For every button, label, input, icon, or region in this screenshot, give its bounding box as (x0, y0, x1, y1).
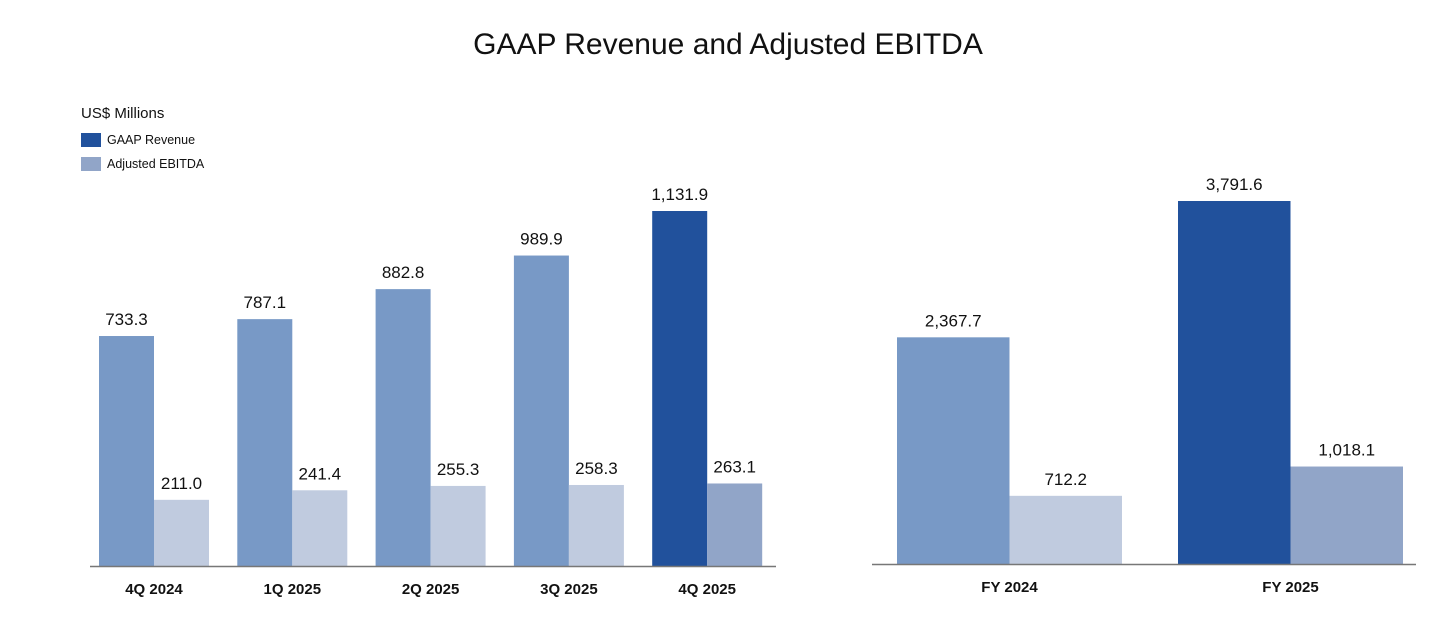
revenue-value-label: 1,131.9 (651, 185, 708, 204)
legend-swatch-revenue (81, 133, 101, 147)
revenue-bar (237, 319, 293, 566)
ebitda-value-label: 1,018.1 (1318, 441, 1375, 460)
legend-label-revenue: GAAP Revenue (107, 133, 196, 147)
category-label: 3Q 2025 (540, 581, 598, 598)
legend-item-revenue: GAAP Revenue (81, 133, 195, 147)
category-label: 4Q 2025 (678, 581, 736, 598)
ebitda-bar (430, 485, 486, 566)
revenue-value-label: 882.8 (382, 263, 425, 282)
ebitda-bar (1290, 466, 1403, 564)
revenue-value-label: 3,791.6 (1206, 175, 1263, 194)
category-label: 4Q 2024 (125, 581, 183, 598)
revenue-bar (652, 211, 708, 566)
ebitda-bar (1009, 495, 1122, 564)
category-label: FY 2025 (1262, 579, 1318, 596)
revenue-value-label: 989.9 (520, 230, 563, 249)
ebitda-value-label: 241.4 (299, 464, 342, 483)
ebitda-value-label: 211.0 (161, 474, 202, 493)
ebitda-bar (154, 499, 209, 566)
ebitda-bar (707, 483, 763, 566)
ebitda-bar (568, 484, 624, 566)
ebitda-value-label: 712.2 (1044, 470, 1087, 489)
revenue-bar (897, 337, 1010, 564)
legend-swatch-ebitda (81, 157, 101, 171)
ebitda-value-label: 258.3 (575, 459, 618, 478)
legend-item-ebitda: Adjusted EBITDA (81, 157, 204, 171)
legend-label-ebitda: Adjusted EBITDA (107, 157, 205, 171)
revenue-value-label: 2,367.7 (925, 311, 982, 330)
chart-title: GAAP Revenue and Adjusted EBITDA (473, 28, 983, 61)
ebitda-value-label: 255.3 (437, 460, 480, 479)
revenue-value-label: 733.3 (105, 310, 148, 329)
revenue-bar (513, 255, 569, 566)
category-label: 2Q 2025 (402, 581, 460, 598)
category-label: 1Q 2025 (264, 581, 322, 598)
ebitda-bar (292, 490, 348, 566)
revenue-bar (99, 336, 154, 566)
revenue-value-label: 787.1 (244, 293, 287, 312)
category-label: FY 2024 (981, 579, 1038, 596)
ebitda-value-label: 263.1 (713, 457, 756, 476)
revenue-bar (1178, 201, 1291, 564)
revenue-bar (375, 289, 431, 566)
unit-label: US$ Millions (81, 105, 165, 122)
